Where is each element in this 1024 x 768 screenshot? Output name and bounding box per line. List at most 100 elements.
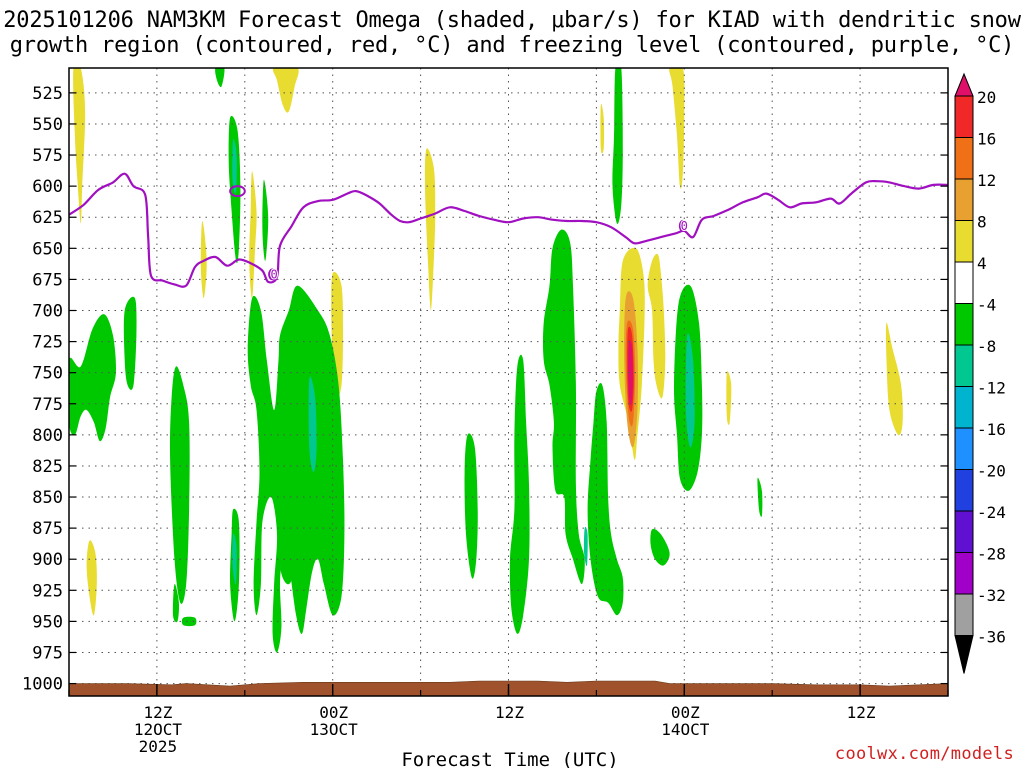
omega-region-4-2 — [424, 148, 436, 311]
y-tick-label-700: 700 — [32, 301, 63, 321]
y-tick-label-875: 875 — [32, 519, 63, 539]
y-tick-label-750: 750 — [32, 364, 63, 384]
colorbar-label-10: -24 — [977, 503, 1006, 522]
y-tick-label-975: 975 — [32, 643, 63, 663]
omega-region-neg4-13 — [509, 354, 530, 634]
colorbar-box-6 — [954, 344, 974, 387]
omega-region-neg4-3 — [612, 68, 623, 225]
colorbar-label-7: -12 — [977, 379, 1006, 398]
omega-region-4-8 — [647, 253, 666, 399]
y-tick-label-550: 550 — [32, 115, 63, 135]
colorbar-box-8 — [954, 427, 974, 470]
x-tick-label-27-0: 00Z — [671, 703, 700, 722]
freezing-level-line — [69, 172, 948, 288]
omega-region-4-4 — [200, 220, 207, 299]
omega-region-neg4-18 — [757, 477, 763, 517]
colorbar-label-6: -8 — [977, 337, 996, 356]
omega-region-neg4-15 — [587, 382, 624, 616]
freezing-level-label-0: 0 — [270, 267, 277, 281]
freezing-level-loop-0 — [229, 185, 246, 198]
omega-region-neg4-19 — [566, 426, 572, 475]
colorbar-box-1 — [954, 137, 974, 180]
omega-region-4-5 — [249, 171, 257, 299]
omega-region-neg4-4 — [69, 314, 116, 442]
colorbar-label-1: 16 — [977, 130, 996, 149]
omega-region-neg8-0 — [232, 139, 237, 194]
x-axis-title: Forecast Time (UTC) — [401, 749, 618, 768]
y-tick-label-1000: 1000 — [22, 675, 63, 695]
x-tick-label-27-1: 14OCT — [661, 720, 710, 739]
x-tick-label-15-0: 00Z — [319, 703, 348, 722]
x-tick-label-9-2: 2025 — [139, 737, 178, 756]
omega-region-neg4-9 — [181, 616, 197, 627]
y-tick-label-950: 950 — [32, 612, 63, 632]
colorbar-label-2: 12 — [977, 171, 996, 190]
colorbar-box-12 — [954, 593, 974, 636]
colorbar-box-2 — [954, 178, 974, 221]
freezing-level-loop-1 — [268, 268, 278, 281]
omega-region-neg4-5 — [123, 296, 137, 390]
freezing-level-label-1: 0 — [681, 219, 688, 233]
omega-region-4-0 — [73, 68, 86, 224]
omega-region-neg4-8 — [172, 583, 180, 623]
freezing-level-loop-2 — [678, 219, 687, 232]
omega-region-neg4-1 — [215, 68, 225, 88]
x-tick-label-9-0: 12Z — [143, 703, 172, 722]
colorbar-label-5: -4 — [977, 296, 996, 315]
y-tick-label-625: 625 — [32, 208, 63, 228]
y-tick-label-575: 575 — [32, 146, 63, 166]
colorbar-label-4: 4 — [977, 254, 987, 273]
y-tick-label-525: 525 — [32, 84, 63, 104]
omega-region-neg4-12 — [464, 433, 478, 579]
omega-region-neg4-6 — [169, 366, 190, 604]
colorbar-box-4 — [954, 261, 974, 304]
colorbar-box-10 — [954, 510, 974, 553]
x-tick-label-33-0: 12Z — [847, 703, 876, 722]
colorbar-label-0: 20 — [977, 88, 996, 107]
y-tick-label-925: 925 — [32, 581, 63, 601]
omega-region-4-11 — [885, 322, 903, 436]
colorbar-box-0 — [954, 95, 974, 138]
y-tick-label-800: 800 — [32, 426, 63, 446]
colorbar-box-5 — [954, 303, 974, 346]
colorbar-box-3 — [954, 220, 974, 263]
omega-region-4-12 — [600, 103, 605, 154]
chart-title-line-2: growth region (contoured, red, °C) and f… — [9, 33, 1015, 58]
omega-region-neg8-1 — [308, 376, 317, 473]
omega-region-neg4-16 — [650, 528, 670, 566]
y-tick-label-600: 600 — [32, 177, 63, 197]
colorbar-box-9 — [954, 469, 974, 512]
omega-region-4-1 — [272, 68, 299, 113]
y-tick-label-850: 850 — [32, 488, 63, 508]
omega-region-20-0 — [628, 340, 634, 406]
colorbar-label-12: -32 — [977, 586, 1006, 605]
colorbar-label-3: 8 — [977, 213, 987, 232]
y-tick-label-825: 825 — [32, 457, 63, 477]
omega-region-neg8-3 — [583, 526, 588, 567]
omega-region-neg4-2 — [262, 179, 269, 261]
x-tick-label-15-1: 13OCT — [310, 720, 359, 739]
colorbar-label-13: -36 — [977, 628, 1006, 647]
omega-region-4-7 — [669, 68, 685, 189]
omega-region-neg8-2 — [232, 533, 237, 585]
chart-title-line-1: 2025101206 NAM3KM Forecast Omega (shaded… — [3, 8, 1021, 33]
x-tick-label-9-1: 12OCT — [134, 720, 183, 739]
omega-region-neg4-14 — [542, 229, 585, 585]
colorbar-top-arrow — [954, 72, 974, 97]
omega-region-neg8-4 — [685, 333, 695, 448]
y-tick-label-675: 675 — [32, 270, 63, 290]
x-tick-label-21-0: 12Z — [495, 703, 524, 722]
y-tick-label-900: 900 — [32, 550, 63, 570]
colorbar-label-8: -16 — [977, 420, 1006, 439]
omega-region-neg4-11 — [278, 506, 294, 585]
colorbar-label-9: -20 — [977, 462, 1006, 481]
y-tick-label-725: 725 — [32, 333, 63, 353]
colorbar-label-11: -28 — [977, 545, 1006, 564]
y-tick-label-650: 650 — [32, 239, 63, 259]
omega-region-4-10 — [726, 371, 732, 425]
omega-region-4-6 — [86, 540, 97, 616]
colorbar-box-7 — [954, 386, 974, 429]
colorbar-box-11 — [954, 552, 974, 595]
colorbar-bottom-arrow — [954, 635, 974, 674]
